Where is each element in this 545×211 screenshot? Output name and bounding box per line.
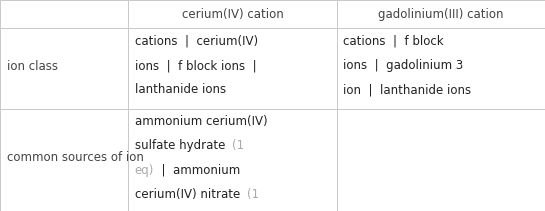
Text: cations  |  f block: cations | f block: [343, 35, 444, 48]
Text: cerium(IV) cation: cerium(IV) cation: [181, 8, 283, 21]
Text: (1: (1: [233, 139, 245, 152]
Text: ion class: ion class: [7, 60, 58, 73]
Text: ions  |  gadolinium 3: ions | gadolinium 3: [343, 59, 464, 72]
Text: ions  |  f block ions  |: ions | f block ions |: [135, 59, 256, 72]
Text: cerium(IV) nitrate: cerium(IV) nitrate: [135, 188, 247, 201]
Text: eq): eq): [135, 164, 154, 177]
Text: cations  |  cerium(IV): cations | cerium(IV): [135, 35, 258, 48]
Text: ammonium cerium(IV): ammonium cerium(IV): [135, 115, 267, 128]
Text: ion  |  lanthanide ions: ion | lanthanide ions: [343, 83, 471, 96]
Text: (1: (1: [247, 188, 259, 201]
Text: lanthanide ions: lanthanide ions: [135, 83, 226, 96]
Text: sulfate hydrate: sulfate hydrate: [135, 139, 233, 152]
Text: |  ammonium: | ammonium: [154, 164, 240, 177]
Text: common sources of ion: common sources of ion: [7, 151, 143, 164]
Text: gadolinium(III) cation: gadolinium(III) cation: [378, 8, 504, 21]
